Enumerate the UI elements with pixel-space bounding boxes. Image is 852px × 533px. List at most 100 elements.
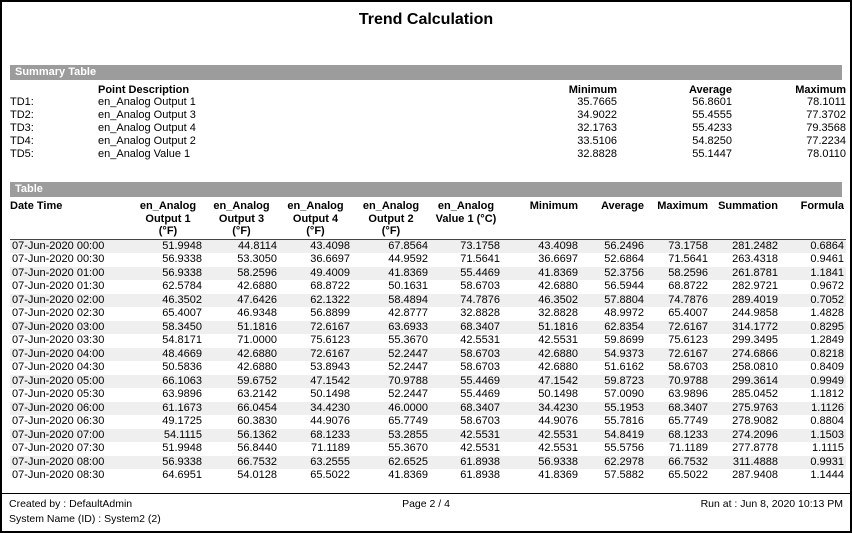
value-cell: 56.9338 (162, 253, 202, 265)
value-cell: 0.8218 (810, 347, 844, 360)
value-cell: 42.8777 (388, 307, 428, 319)
table-row: 07-Jun-2020 05:30 63.9896 63.2142 50.1498 52… (10, 388, 846, 402)
date-time-cell: 07-Jun-2020 04:30 (12, 361, 105, 373)
value-cell: 72.6167 (668, 320, 708, 333)
value-cell: 0.8409 (810, 361, 844, 373)
table-row: 07-Jun-2020 06:00 61.1673 66.0454 34.4230 46… (10, 401, 846, 415)
value-cell: 61.8938 (460, 455, 500, 468)
value-cell: 42.5531 (538, 334, 578, 346)
value-cell: 54.8419 (604, 428, 644, 441)
summary-header-spacer (10, 81, 98, 96)
value-cell: 0.9461 (810, 253, 844, 265)
summary-maximum-value: 77.3702 (806, 109, 846, 121)
table-header-row: Date Time en_Analog Output 1 (°F) en_Analo… (10, 198, 846, 240)
date-time-cell: 07-Jun-2020 08:30 (12, 469, 105, 481)
value-cell: 68.1233 (668, 428, 708, 441)
summary-point-id: TD2: (10, 109, 34, 121)
date-time-cell: 07-Jun-2020 08:00 (12, 455, 105, 468)
value-cell: 68.3407 (460, 320, 500, 333)
column-header: Minimum (502, 198, 580, 240)
value-cell: 51.9948 (162, 442, 202, 454)
summary-point-description: en_Analog Value 1 (98, 148, 191, 160)
value-cell: 52.6864 (604, 253, 644, 265)
value-cell: 56.5944 (604, 280, 644, 292)
value-cell: 75.6123 (310, 334, 350, 346)
value-cell: 60.3830 (237, 415, 277, 427)
value-cell: 57.5882 (604, 469, 644, 481)
table-row: 07-Jun-2020 05:00 66.1063 59.6752 47.1542 70… (10, 374, 846, 388)
summary-row: TD2: en_Analog Output 3 34.9022 55.4555 77.3… (10, 109, 846, 122)
value-cell: 66.0454 (237, 401, 277, 414)
column-header: Date Time (10, 198, 132, 240)
table-row: 07-Jun-2020 02:30 65.4007 46.9348 56.8899 42… (10, 307, 846, 321)
value-cell: 66.7532 (237, 455, 277, 468)
value-cell: 274.6866 (732, 347, 778, 360)
value-cell: 52.3756 (604, 266, 644, 279)
value-cell: 274.2096 (732, 428, 778, 441)
summary-row: TD5: en_Analog Value 1 32.8828 55.1447 78.01… (10, 148, 846, 161)
value-cell: 65.7749 (388, 415, 428, 427)
summary-section-bar: Summary Table (10, 65, 842, 80)
report-title: Trend Calculation (358, 11, 494, 28)
value-cell: 68.8722 (310, 280, 350, 292)
value-cell: 50.1498 (310, 388, 350, 400)
summary-point-id: TD1: (10, 96, 34, 108)
value-cell: 52.2447 (388, 361, 428, 373)
value-cell: 42.6880 (538, 280, 578, 292)
value-cell: 314.1772 (732, 320, 778, 333)
value-cell: 71.5641 (460, 253, 500, 265)
value-cell: 43.4098 (538, 239, 578, 252)
summary-header-row: Point Description Minimum Average Maximu… (10, 81, 846, 96)
value-cell: 42.6880 (538, 347, 578, 360)
value-cell: 46.0000 (388, 401, 428, 414)
value-cell: 299.3495 (732, 334, 778, 346)
value-cell: 41.8369 (388, 469, 428, 481)
column-header: Maximum (646, 198, 710, 240)
value-cell: 55.3670 (388, 442, 428, 454)
value-cell: 63.9896 (162, 388, 202, 400)
value-cell: 65.7749 (668, 415, 708, 427)
summary-minimum-value: 33.5106 (577, 135, 617, 147)
value-cell: 65.4007 (668, 307, 708, 319)
value-cell: 263.4318 (732, 253, 778, 265)
table-row: 07-Jun-2020 00:00 51.9948 44.8114 43.4098 67… (10, 239, 846, 253)
column-header: Average (580, 198, 646, 240)
column-header: en_Analog Output 2 (°F) (352, 198, 430, 240)
value-cell: 56.9338 (538, 455, 578, 468)
summary-point-description: en_Analog Output 1 (98, 96, 196, 108)
value-cell: 57.8804 (604, 293, 644, 306)
value-cell: 55.4469 (460, 388, 500, 400)
value-cell: 65.4007 (162, 307, 202, 319)
value-cell: 48.9972 (604, 307, 644, 319)
table-row: 07-Jun-2020 01:30 62.5784 42.6880 68.8722 50… (10, 280, 846, 294)
date-time-cell: 07-Jun-2020 04:00 (12, 347, 105, 360)
summary-row: TD1: en_Analog Output 1 35.7665 56.8601 78.1… (10, 96, 846, 109)
table-row: 07-Jun-2020 00:30 56.9338 53.3050 36.6697 44… (10, 253, 846, 267)
date-time-cell: 07-Jun-2020 03:00 (12, 320, 105, 333)
value-cell: 58.3450 (162, 320, 202, 333)
value-cell: 275.9763 (732, 401, 778, 414)
value-cell: 56.8440 (237, 442, 277, 454)
value-cell: 0.9672 (810, 280, 844, 292)
date-time-cell: 07-Jun-2020 01:30 (12, 280, 105, 292)
table-row: 07-Jun-2020 01:00 56.9338 58.2596 49.4009 41… (10, 266, 846, 280)
value-cell: 63.2142 (237, 388, 277, 400)
value-cell: 67.8564 (388, 239, 428, 252)
date-time-cell: 07-Jun-2020 02:00 (12, 293, 105, 306)
value-cell: 41.8369 (538, 266, 578, 279)
table-row: 07-Jun-2020 06:30 49.1725 60.3830 44.9076 65… (10, 415, 846, 429)
value-cell: 32.8828 (460, 307, 500, 319)
summary-average-value: 55.4555 (692, 109, 732, 121)
value-cell: 56.8899 (310, 307, 350, 319)
value-cell: 48.4669 (162, 347, 202, 360)
column-header: en_Analog Output 1 (°F) (132, 198, 204, 240)
value-cell: 68.8722 (668, 280, 708, 292)
value-cell: 42.6880 (237, 347, 277, 360)
summary-average-value: 56.8601 (692, 96, 732, 108)
value-cell: 0.8295 (810, 320, 844, 333)
value-cell: 71.0000 (237, 334, 277, 346)
value-cell: 52.2447 (388, 347, 428, 360)
value-cell: 47.6426 (237, 293, 277, 306)
value-cell: 49.1725 (162, 415, 202, 427)
summary-header-minimum: Minimum (568, 84, 617, 96)
